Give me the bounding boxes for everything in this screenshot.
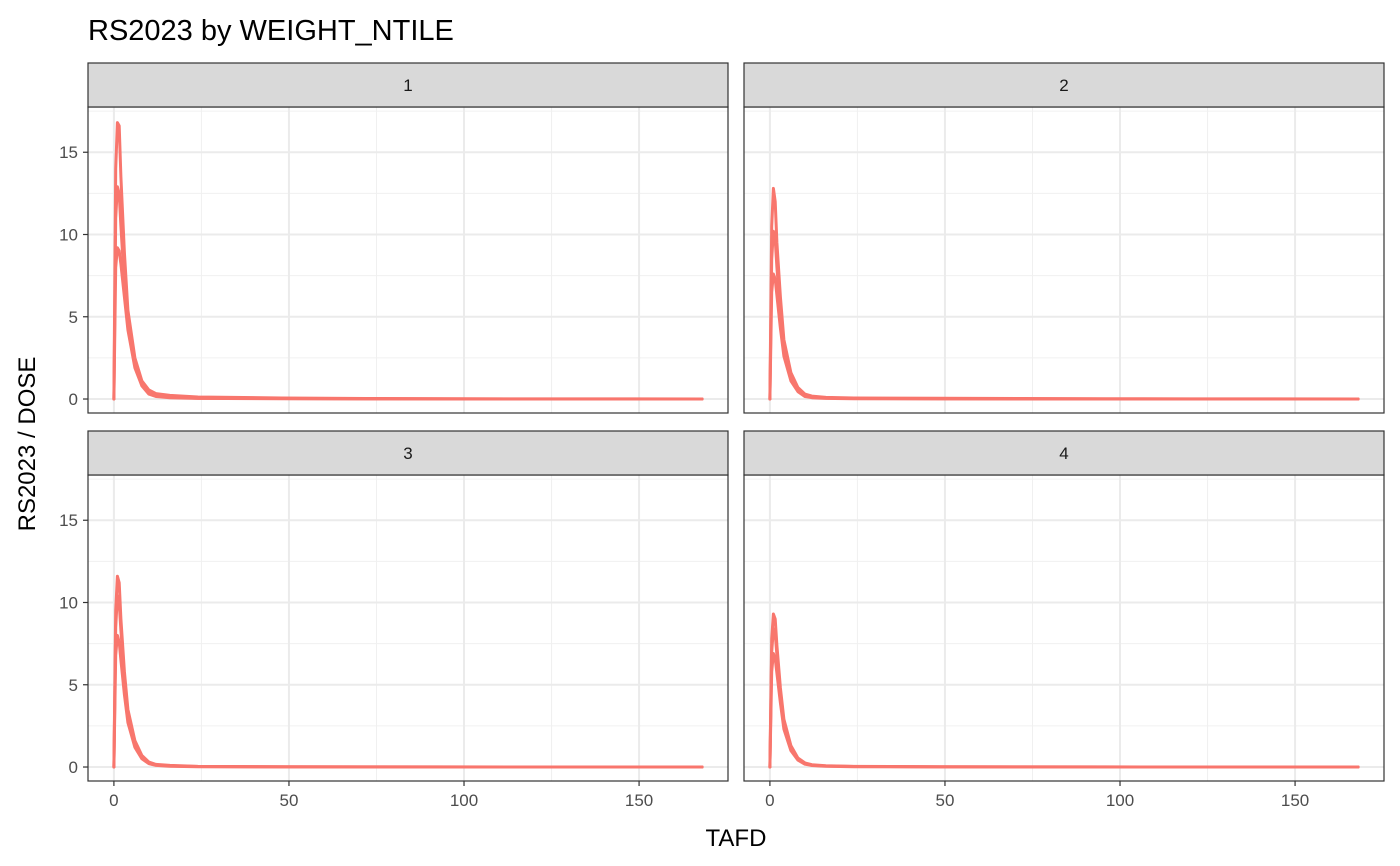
facet-strip [87,62,729,108]
x-tick-label: 150 [625,791,653,810]
series-line-3 [768,272,1360,401]
y-tick-label: 10 [59,594,78,613]
series-line-3 [112,633,704,769]
y-tick-label: 0 [69,390,78,409]
panel-background [744,107,1384,413]
facet-strip-label: 2 [1059,76,1068,95]
y-tick-label: 5 [69,308,78,327]
x-tick-label: 150 [1281,791,1309,810]
facet-strip-label: 4 [1059,444,1068,463]
x-tick-label: 100 [450,791,478,810]
facet-strip [743,430,1385,476]
facet-strip [87,430,729,476]
y-axis-title: RS2023 / DOSE [14,357,41,532]
y-tick-label: 15 [59,511,78,530]
x-tick-label: 50 [936,791,955,810]
series-line-3 [768,652,1360,769]
y-tick-label: 10 [59,226,78,245]
y-tick-label: 15 [59,143,78,162]
x-axis-title: TAFD [706,825,767,852]
x-tick-label: 0 [109,791,118,810]
x-tick-label: 50 [280,791,299,810]
facet-strip [743,62,1385,108]
series-line-3 [112,246,704,401]
y-tick-label: 0 [69,758,78,777]
facet-strip-label: 3 [403,444,412,463]
facet-strip-label: 1 [403,76,412,95]
facet-panel-4: 4 0 50 100 150 [743,430,1385,810]
facet-panel-2: 2 [743,62,1385,414]
panel-background [88,475,728,781]
y-tick-label: 5 [69,676,78,695]
panel-background [744,475,1384,781]
chart-title: RS2023 by WEIGHT_NTILE [88,15,454,47]
panel-background [88,107,728,413]
x-tick-label: 100 [1106,791,1134,810]
x-tick-label: 0 [765,791,774,810]
